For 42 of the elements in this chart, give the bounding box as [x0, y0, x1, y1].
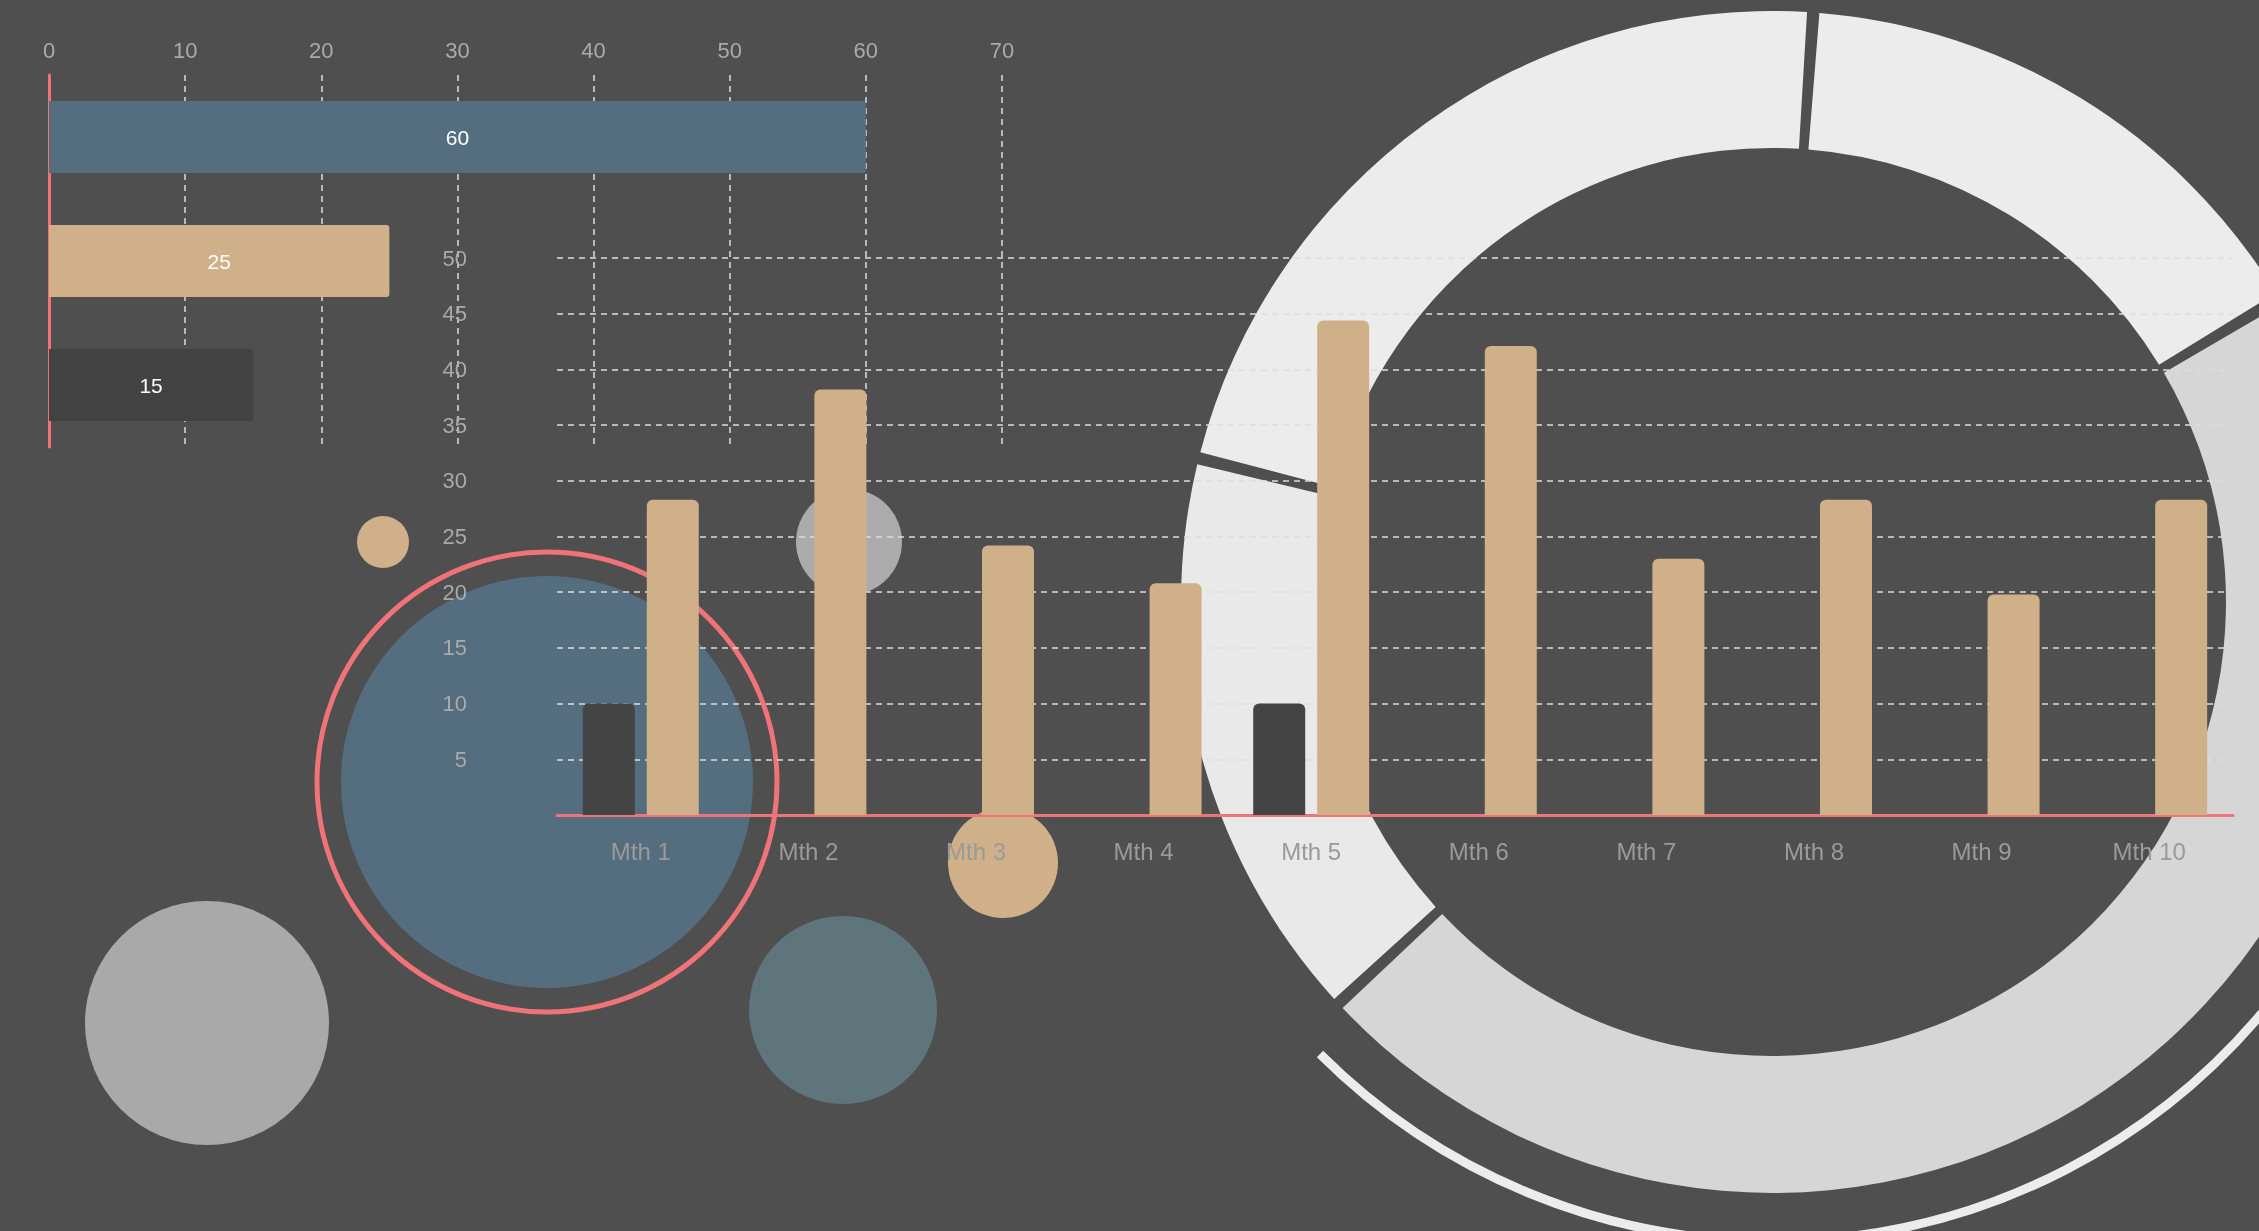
y-tick-label: 35	[442, 412, 467, 438]
bar	[1819, 499, 1872, 815]
y-tick-label: 50	[442, 245, 467, 271]
x-tick-label: Mth 4	[1113, 837, 1174, 865]
y-tick-label: 25	[442, 524, 467, 549]
y-tick-label: 45	[442, 301, 467, 327]
bar	[646, 499, 699, 815]
x-tick-label: 20	[309, 37, 334, 63]
x-tick-label: 50	[717, 37, 742, 63]
x-tick-label: 0	[42, 37, 56, 63]
x-tick-label: 40	[581, 37, 606, 63]
y-tick-label: 20	[442, 579, 467, 605]
bar	[1652, 558, 1705, 815]
x-tick-label: Mth 6	[1448, 837, 1509, 865]
y-tick-label: 10	[442, 691, 467, 717]
x-tick-label: Mth 8	[1783, 837, 1845, 865]
bar	[582, 703, 635, 815]
bar	[2155, 499, 2208, 815]
y-tick-label: 15	[442, 635, 467, 661]
bar	[1484, 346, 1537, 815]
bar	[49, 101, 866, 173]
data-label: 25	[207, 249, 231, 273]
y-tick-label: 30	[442, 468, 467, 494]
x-tick-label: Mth 5	[1281, 837, 1342, 865]
x-tick-label: Mth 10	[2112, 837, 2186, 865]
x-tick-label: 60	[853, 37, 879, 63]
bar	[1149, 583, 1202, 815]
bar	[49, 225, 390, 297]
bar	[1253, 703, 1306, 815]
bar	[1987, 594, 2040, 815]
x-tick-label: 70	[989, 37, 1015, 63]
bar	[49, 349, 254, 421]
data-label: 60	[445, 125, 470, 149]
data-label: 15	[139, 373, 163, 397]
x-tick-label: 10	[172, 37, 198, 63]
bar	[1317, 320, 1370, 815]
x-tick-label: Mth 2	[778, 837, 839, 865]
y-tick-label: 5	[454, 746, 467, 772]
x-tick-label: Mth 7	[1616, 837, 1677, 865]
y-tick-label: 40	[442, 356, 467, 382]
x-tick-label: Mth 1	[610, 837, 671, 865]
x-tick-label: Mth 9	[1951, 837, 2012, 865]
